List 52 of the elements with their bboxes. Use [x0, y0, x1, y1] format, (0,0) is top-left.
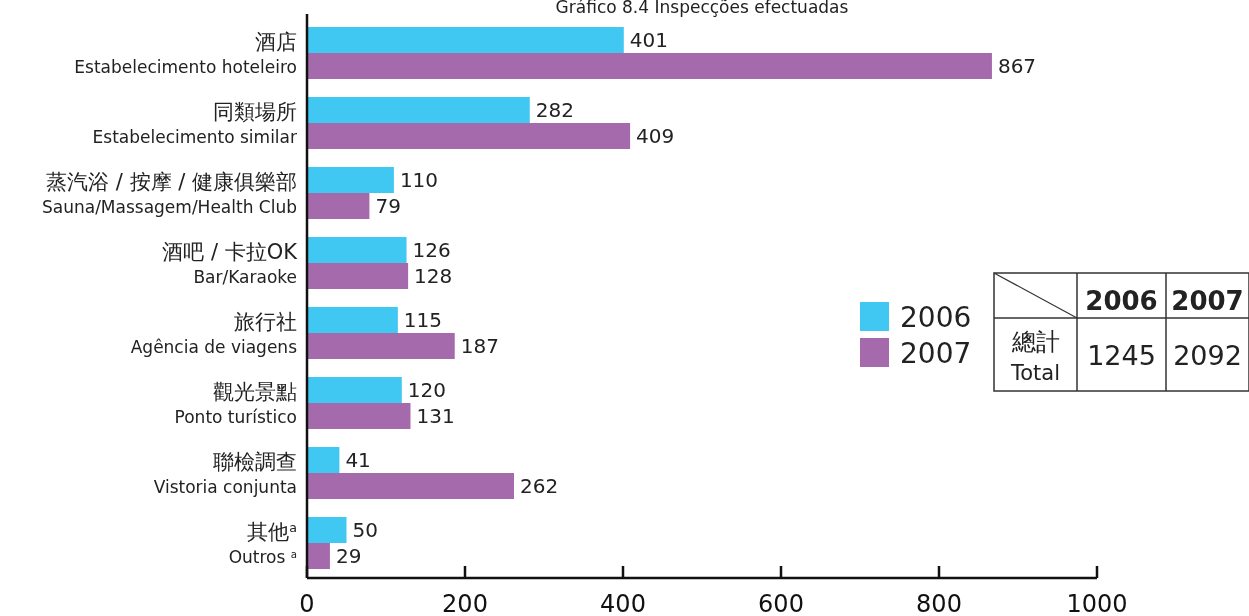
bar — [307, 263, 409, 289]
y-tick-label: 聯檢調查 Vistoria conjunta — [153, 450, 297, 497]
data-label: 262 — [519, 474, 559, 498]
x-tick-label: 800 — [916, 590, 962, 616]
data-label: 187 — [460, 334, 499, 358]
bar — [307, 447, 340, 473]
bar — [307, 333, 455, 359]
bar — [307, 307, 398, 333]
bar — [307, 193, 370, 219]
bar — [307, 237, 407, 263]
data-label: 79 — [375, 194, 401, 218]
chart-title: Gráfico 8.4 Inspecções efectuadas — [555, 0, 849, 17]
data-label: 282 — [535, 98, 574, 122]
data-label: 409 — [636, 124, 675, 148]
data-label: 131 — [416, 404, 455, 428]
legend-label: 2006 — [900, 301, 972, 334]
data-label: 29 — [335, 544, 362, 568]
y-tick-label: 觀光景點 Ponto turístico — [174, 380, 297, 427]
bar — [307, 473, 514, 499]
y-tick-label: 蒸汽浴 / 按摩 / 健康俱樂部 Sauna/Massagem/Health Club — [41, 170, 297, 217]
data-label: 50 — [352, 518, 378, 542]
y-tick-label: 酒吧 / 卡拉OK Bar/Karaoke — [162, 240, 299, 287]
bar — [307, 517, 347, 543]
y-tick-label: 其他$^{a}$ Outros $^{a}$ — [228, 519, 297, 567]
data-label: 128 — [414, 264, 453, 288]
legend-label: 2007 — [900, 337, 972, 370]
y-tick-label: 酒店 Estabelecimento hoteleiro — [74, 30, 297, 77]
data-label: 120 — [407, 378, 446, 402]
bar — [307, 123, 631, 149]
data-label: 867 — [997, 54, 1037, 78]
x-tick-label: 0 — [299, 590, 315, 616]
data-label: 115 — [403, 308, 443, 332]
x-tick-label: 1000 — [1066, 590, 1128, 616]
x-tick-label: 200 — [442, 590, 488, 616]
y-tick-label: 同類場所 Estabelecimento similar — [92, 100, 297, 147]
bar — [307, 27, 624, 53]
bar — [307, 403, 411, 429]
x-tick-label: 600 — [758, 590, 804, 616]
y-tick-label: 旅行社 Agência de viagens — [130, 310, 298, 357]
annotation: 1245 — [1087, 339, 1156, 371]
totals-table: 2006 2007 總計 Total 1245 2092 — [993, 272, 1249, 392]
data-label: 401 — [629, 28, 668, 52]
data-label: 41 — [345, 448, 371, 472]
bar — [307, 377, 402, 403]
bar — [307, 97, 530, 123]
data-label: 110 — [399, 168, 439, 192]
bar — [307, 167, 394, 193]
annotation: 總計 Total — [1009, 328, 1061, 385]
x-tick-label: 400 — [600, 590, 646, 616]
bar — [307, 543, 330, 569]
bar — [307, 53, 992, 79]
data-label: 126 — [412, 238, 451, 262]
